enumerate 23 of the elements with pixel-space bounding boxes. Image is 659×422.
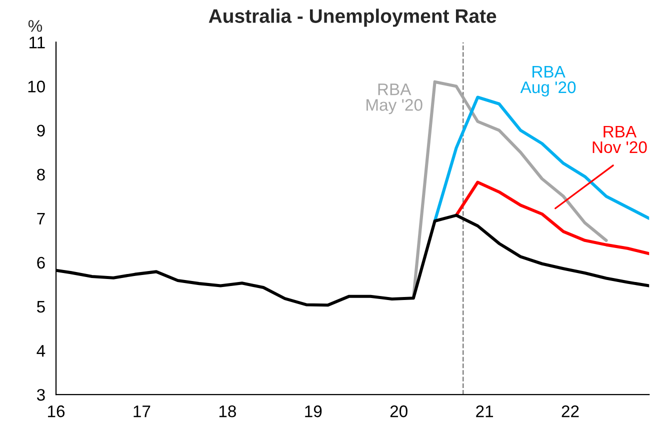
y-tick-label: 8 <box>37 168 45 181</box>
y-tick-label: 6 <box>37 256 45 269</box>
line-series <box>454 180 650 256</box>
series-label: RBA Aug '20 <box>520 66 576 96</box>
x-tick-label: 18 <box>219 405 236 418</box>
y-tick-label: 9 <box>37 124 45 136</box>
y-tick-label: 4 <box>36 345 46 357</box>
y-axis-title: % <box>28 20 42 32</box>
x-tick-label: 22 <box>562 405 579 418</box>
line-series <box>433 96 650 223</box>
x-tick-label: 20 <box>390 405 408 418</box>
text: RBA Nov '20 <box>592 126 647 154</box>
y-tick-label: 5 <box>36 301 45 313</box>
y-tick-label: 10 <box>28 80 45 92</box>
y-tick-label: 7 <box>37 212 45 224</box>
x-tick-label: 19 <box>305 405 322 418</box>
y-tick-label: 11 <box>30 36 45 48</box>
series-label: RBA May '20 <box>366 84 422 114</box>
x-tick-label: 21 <box>476 405 494 418</box>
x-tick-label: 16 <box>48 405 65 418</box>
y-tick-label: 3 <box>36 388 45 401</box>
chart-title: Australia - Unemployment Rate <box>208 8 496 27</box>
x-tick-label: 17 <box>134 406 150 418</box>
